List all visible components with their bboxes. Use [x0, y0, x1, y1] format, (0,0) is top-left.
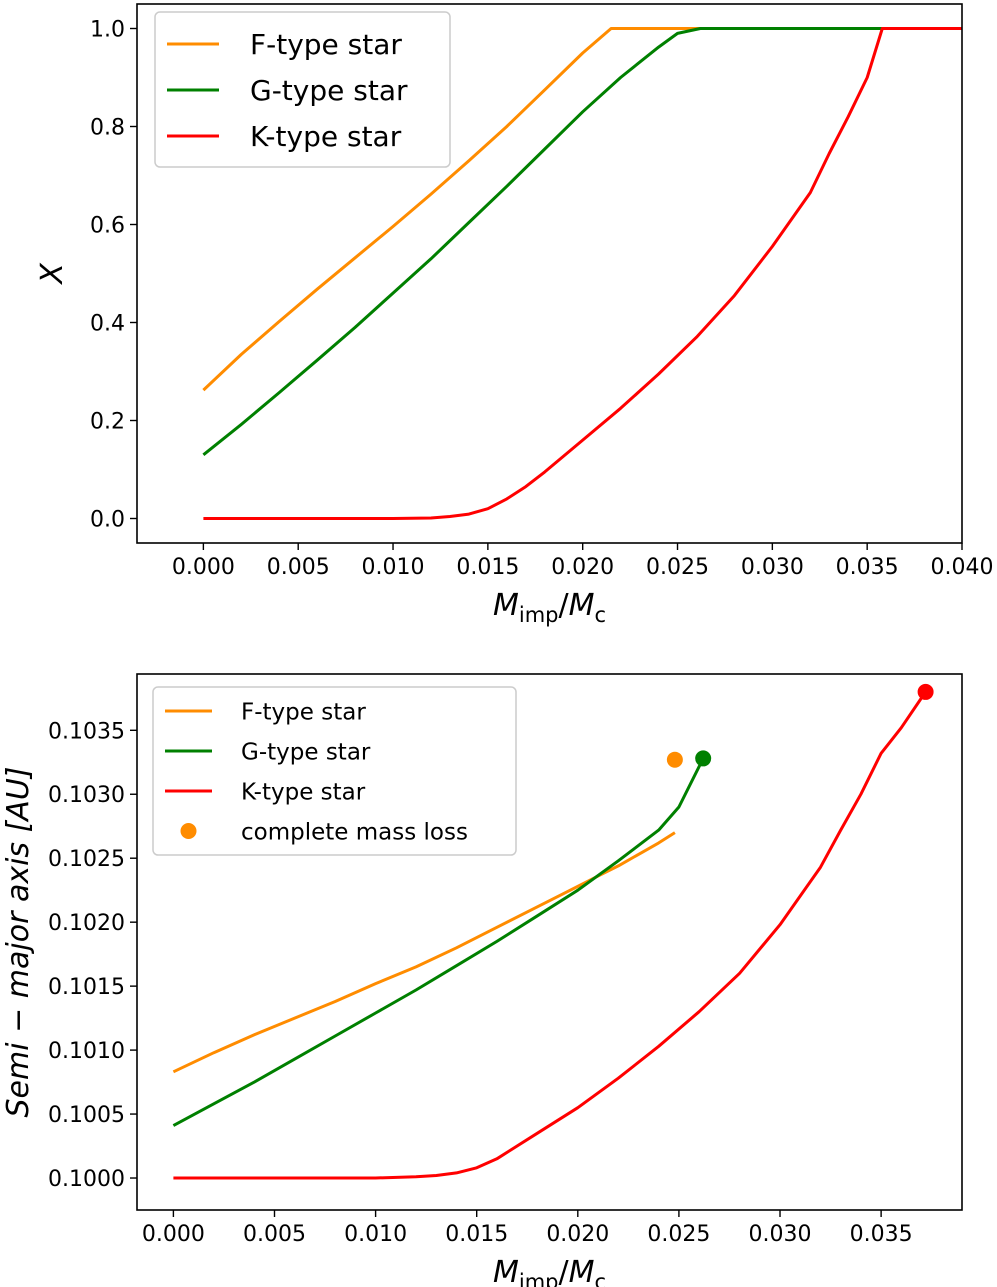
x-tick-label: 0.040 [931, 555, 994, 580]
legend-box [152, 686, 517, 856]
series-line-k-type-star [173, 691, 927, 1180]
legend-marker [180, 823, 197, 839]
y-tick-label: 0.1000 [48, 1167, 125, 1192]
x-tick-label: 0.000 [172, 555, 235, 580]
x-tick-label: 0.005 [267, 555, 330, 580]
y-axis-label: X [35, 262, 70, 286]
series-line-k-type-star [203, 27, 962, 520]
plot-bottom: 0.000 0.005 0.010 0.015 0.020 0.025 0.030 0.035… [1, 673, 963, 1287]
y-tick-label: 0.1035 [48, 719, 125, 744]
series-line-f-type-star [172, 831, 676, 1074]
legend-entry-label: complete mass loss [241, 819, 468, 845]
legend-entry-label: G-type star [241, 739, 371, 765]
mass-loss-marker-0 [666, 751, 683, 768]
legend: F-type star G-type star K-type star [154, 11, 451, 168]
y-tick-label: 0.2 [90, 410, 125, 435]
x-tick-label: 0.010 [362, 555, 425, 580]
x-tick-label: 0.025 [647, 1222, 710, 1247]
x-tick-label: 0.015 [445, 1222, 508, 1247]
x-tick-label: 0.020 [551, 555, 614, 580]
legend-entry-label: K-type star [241, 779, 366, 805]
x-tick-label: 0.025 [646, 555, 709, 580]
x-tick-label: 0.030 [749, 1222, 812, 1247]
y-tick-label: 1.0 [90, 18, 125, 43]
y-tick-label: 0.8 [90, 116, 125, 141]
x-axis-label: Mimp/Mc [493, 1255, 606, 1287]
x-tick-label: 0.015 [456, 555, 519, 580]
y-tick-label: 0.6 [90, 214, 125, 239]
x-tick-label: 0.005 [243, 1222, 306, 1247]
y-tick-label: 0.1005 [48, 1103, 125, 1128]
y-axis-label: Semi − major axis [AU] [1, 767, 36, 1118]
mass-loss-marker-1 [695, 750, 712, 767]
mass-loss-marker-2 [917, 683, 934, 700]
y-tick-label: 0.1015 [48, 975, 125, 1000]
x-axis-label: Mimp/Mc [493, 588, 606, 627]
plot-frame [136, 3, 963, 544]
legend-entry-label: F-type star [250, 28, 402, 61]
series-line-g-type-star [202, 27, 962, 456]
y-tick-label: 0.1030 [48, 783, 125, 808]
legend-entry-label: K-type star [250, 120, 402, 153]
plot-top: 0.000 0.005 0.010 0.015 0.020 0.025 0.030 0.035… [35, 3, 994, 627]
series-line-f-type-star [202, 27, 962, 392]
y-tick-label: 0.1010 [48, 1039, 125, 1064]
y-tick-label: 0.1025 [48, 847, 125, 872]
legend: F-type star G-type star K-type star complet… [152, 686, 517, 856]
x-tick-label: 0.010 [344, 1222, 407, 1247]
plot-frame [136, 673, 963, 1211]
legend-entry-label: G-type star [250, 74, 408, 107]
x-tick-label: 0.035 [850, 1222, 913, 1247]
x-tick-label: 0.020 [546, 1222, 609, 1247]
y-tick-label: 0.4 [90, 312, 125, 337]
x-tick-label: 0.030 [741, 555, 804, 580]
x-tick-label: 0.000 [142, 1222, 205, 1247]
legend-entry-label: F-type star [241, 699, 366, 725]
legend-box [154, 11, 451, 168]
series-line-g-type-star [172, 757, 705, 1127]
y-tick-label: 0.1020 [48, 911, 125, 936]
y-tick-label: 0.0 [90, 508, 125, 533]
x-tick-label: 0.035 [836, 555, 899, 580]
